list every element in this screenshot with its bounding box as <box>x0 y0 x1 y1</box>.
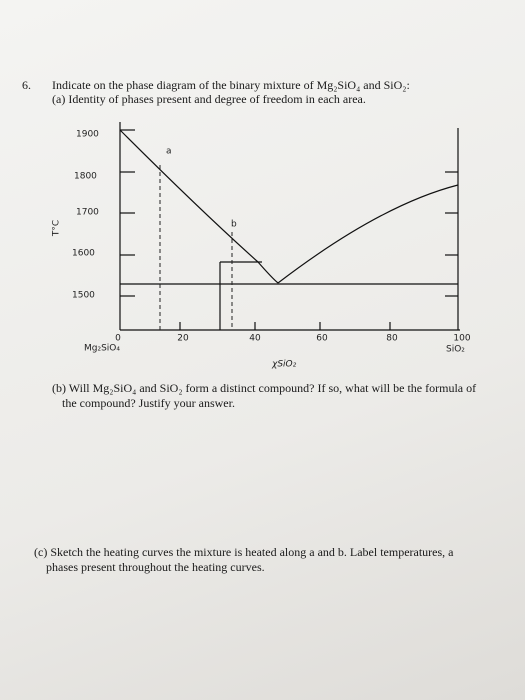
left-component: Mg₂SiO₄ <box>84 344 120 354</box>
y-tick-label: 1800 <box>74 172 97 182</box>
part-c-line: (c) Sketch the heating curves the mixtur… <box>34 545 454 559</box>
x-axis-label: χSiO₂ <box>271 360 297 370</box>
y-tick-label: 1900 <box>76 130 99 140</box>
y-axis-label: T°C <box>52 220 62 237</box>
x-tick-label: 0 <box>115 334 121 344</box>
point-label: b <box>231 220 237 230</box>
y-tick-label: 1600 <box>72 249 95 259</box>
x-tick-label: 100 <box>453 334 470 344</box>
question-number: 6. <box>22 78 31 92</box>
part-c-line: phases present throughout the heating cu… <box>46 560 265 574</box>
part-b-line: (b) Will Mg₂SiO₄ and SiO₂ form a distinc… <box>52 381 477 395</box>
liquidus-left <box>119 129 279 284</box>
question-part-a: (a) Identity of phases present and degre… <box>52 92 366 106</box>
part-b-line: the compound? Justify your answer. <box>62 396 235 410</box>
y-tick-marks <box>120 129 458 330</box>
x-tick-label: 60 <box>316 334 328 344</box>
x-tick-label: 40 <box>249 334 261 344</box>
liquidus-right <box>277 184 459 284</box>
x-tick-label: 20 <box>177 334 189 344</box>
y-tick-label: 1500 <box>72 291 95 301</box>
x-tick-label: 80 <box>386 334 398 344</box>
question-intro: Indicate on the phase diagram of the bin… <box>52 78 410 92</box>
right-component: SiO₂ <box>446 345 465 355</box>
point-label: a <box>166 147 172 157</box>
y-tick-label: 1700 <box>76 208 99 218</box>
